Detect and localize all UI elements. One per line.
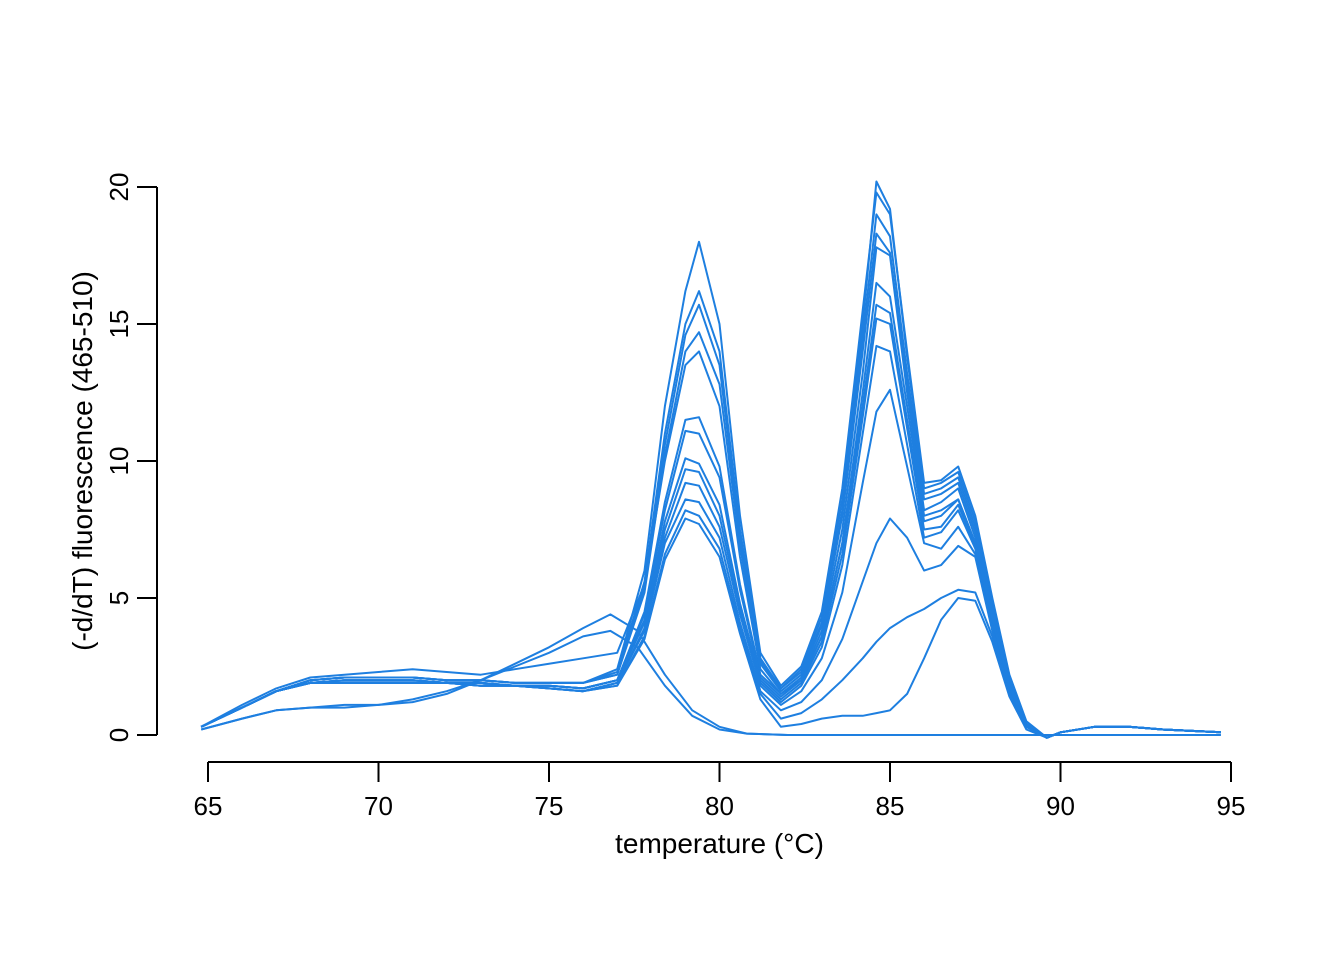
y-axis-title: (-d/dT) fluorescence (465-510)	[67, 271, 98, 651]
y-tick-label-0: 0	[104, 728, 134, 742]
axes: 65 70 75 80 85 90 95 0 5 10 15 20	[104, 173, 1245, 821]
x-tick-label-80: 80	[705, 791, 734, 821]
y-tick-label-15: 15	[104, 310, 134, 339]
x-tick-label-75: 75	[535, 791, 564, 821]
melt-curve-15	[200, 281, 1221, 739]
plot-curves	[200, 180, 1221, 739]
melt-curve-14	[200, 613, 1221, 736]
x-tick-label-85: 85	[876, 791, 905, 821]
y-tick-label-20: 20	[104, 173, 134, 202]
melt-curve-5	[200, 246, 1221, 739]
x-ticks: 65 70 75 80 85 90 95	[194, 762, 1246, 821]
melt-curve-9	[200, 388, 1221, 739]
melt-curve-1	[200, 191, 1221, 739]
x-axis-title: temperature (°C)	[615, 828, 824, 859]
x-tick-label-90: 90	[1046, 791, 1075, 821]
x-tick-label-95: 95	[1217, 791, 1246, 821]
x-tick-label-65: 65	[194, 791, 223, 821]
x-tick-label-70: 70	[364, 791, 393, 821]
melt-curve-12	[200, 517, 1221, 739]
y-tick-label-5: 5	[104, 591, 134, 605]
melt-curve-4	[200, 232, 1221, 739]
y-ticks: 0 5 10 15 20	[104, 173, 157, 742]
y-tick-label-10: 10	[104, 447, 134, 476]
